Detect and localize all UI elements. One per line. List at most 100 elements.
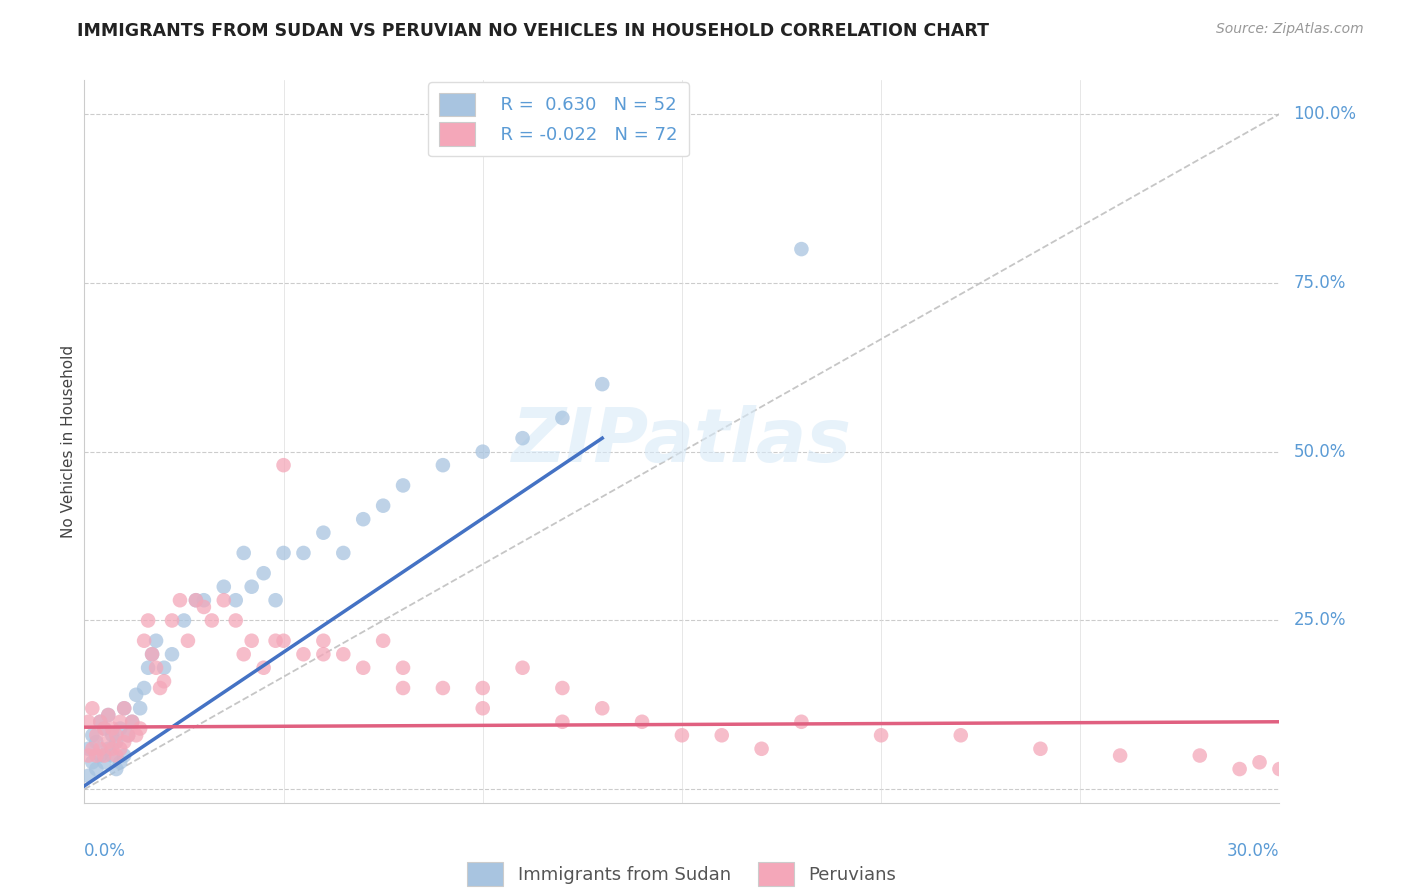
- Point: [105, 748, 128, 763]
- Point: [751, 741, 773, 756]
- Point: [551, 714, 574, 729]
- Point: [110, 756, 132, 770]
- Point: [121, 714, 143, 729]
- Point: [89, 714, 111, 729]
- Point: [117, 728, 139, 742]
- Point: [193, 593, 215, 607]
- Point: [97, 708, 120, 723]
- Point: [112, 701, 135, 715]
- Point: [93, 756, 115, 770]
- Point: [93, 722, 115, 736]
- Point: [86, 748, 108, 763]
- Point: [97, 708, 120, 723]
- Point: [77, 769, 100, 783]
- Point: [141, 647, 163, 661]
- Text: 75.0%: 75.0%: [1294, 274, 1346, 292]
- Point: [1249, 756, 1271, 770]
- Point: [110, 714, 132, 729]
- Point: [432, 681, 454, 695]
- Point: [1109, 748, 1132, 763]
- Point: [212, 593, 235, 607]
- Point: [312, 647, 335, 661]
- Point: [591, 701, 613, 715]
- Point: [273, 458, 295, 472]
- Text: 100.0%: 100.0%: [1294, 105, 1357, 123]
- Point: [212, 580, 235, 594]
- Point: [82, 756, 104, 770]
- Point: [253, 661, 276, 675]
- Point: [105, 735, 128, 749]
- Point: [352, 512, 374, 526]
- Point: [101, 728, 124, 742]
- Point: [97, 735, 120, 749]
- Legend: Immigrants from Sudan, Peruvians: Immigrants from Sudan, Peruvians: [460, 855, 904, 892]
- Point: [1268, 762, 1291, 776]
- Point: [232, 647, 254, 661]
- Point: [373, 499, 395, 513]
- Point: [129, 722, 152, 736]
- Point: [77, 714, 100, 729]
- Point: [77, 741, 100, 756]
- Y-axis label: No Vehicles in Household: No Vehicles in Household: [60, 345, 76, 538]
- Point: [125, 728, 148, 742]
- Point: [312, 633, 335, 648]
- Text: ZIPatlas: ZIPatlas: [512, 405, 852, 478]
- Point: [949, 728, 972, 742]
- Point: [512, 431, 534, 445]
- Text: Source: ZipAtlas.com: Source: ZipAtlas.com: [1216, 22, 1364, 37]
- Text: 50.0%: 50.0%: [1294, 442, 1346, 460]
- Point: [77, 748, 100, 763]
- Point: [1188, 748, 1211, 763]
- Point: [184, 593, 207, 607]
- Point: [93, 722, 115, 736]
- Point: [145, 661, 167, 675]
- Point: [82, 741, 104, 756]
- Point: [671, 728, 693, 742]
- Point: [790, 714, 813, 729]
- Text: 30.0%: 30.0%: [1227, 842, 1279, 860]
- Point: [86, 735, 108, 749]
- Point: [432, 458, 454, 472]
- Point: [225, 614, 247, 628]
- Point: [240, 580, 263, 594]
- Point: [112, 735, 135, 749]
- Point: [177, 633, 200, 648]
- Point: [392, 478, 415, 492]
- Point: [240, 633, 263, 648]
- Point: [232, 546, 254, 560]
- Point: [82, 728, 104, 742]
- Point: [101, 722, 124, 736]
- Point: [121, 714, 143, 729]
- Point: [710, 728, 733, 742]
- Point: [631, 714, 654, 729]
- Point: [790, 242, 813, 256]
- Point: [86, 728, 108, 742]
- Point: [173, 614, 195, 628]
- Point: [471, 681, 494, 695]
- Point: [89, 741, 111, 756]
- Point: [136, 661, 159, 675]
- Point: [149, 681, 172, 695]
- Point: [101, 741, 124, 756]
- Point: [125, 688, 148, 702]
- Point: [136, 614, 159, 628]
- Point: [132, 681, 156, 695]
- Text: 25.0%: 25.0%: [1294, 612, 1346, 630]
- Point: [86, 762, 108, 776]
- Point: [332, 647, 354, 661]
- Point: [591, 377, 613, 392]
- Point: [512, 661, 534, 675]
- Text: 0.0%: 0.0%: [84, 842, 127, 860]
- Point: [145, 633, 167, 648]
- Point: [273, 546, 295, 560]
- Point: [82, 701, 104, 715]
- Point: [551, 681, 574, 695]
- Point: [129, 701, 152, 715]
- Point: [89, 714, 111, 729]
- Point: [225, 593, 247, 607]
- Point: [392, 661, 415, 675]
- Point: [110, 741, 132, 756]
- Point: [193, 599, 215, 614]
- Point: [392, 681, 415, 695]
- Point: [201, 614, 224, 628]
